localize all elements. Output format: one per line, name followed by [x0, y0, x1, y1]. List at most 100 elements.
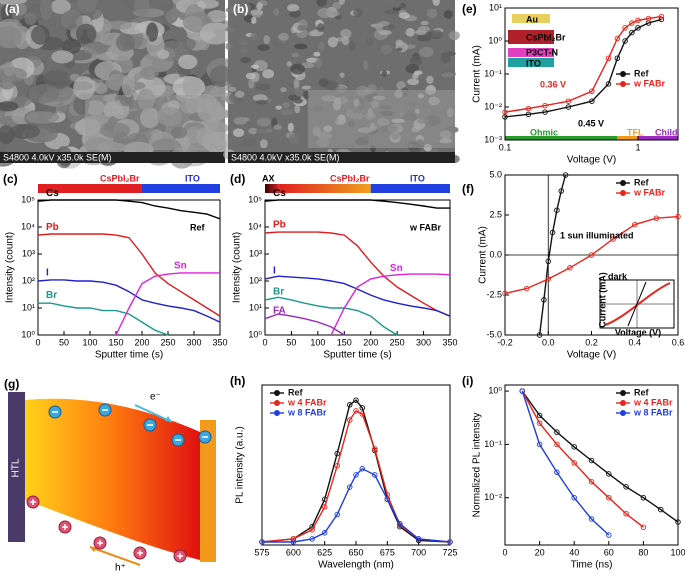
grain — [335, 37, 344, 42]
y-tick-label: 10¹ — [249, 302, 262, 312]
grain — [0, 4, 13, 22]
y-axis-label: Intensity (count) — [5, 232, 16, 303]
data-point — [675, 519, 681, 525]
device-layer — [508, 58, 554, 67]
data-point — [384, 496, 391, 503]
band — [25, 398, 200, 560]
annotation: 1 sun illuminated — [560, 230, 634, 240]
grain — [426, 75, 434, 84]
grain — [196, 0, 219, 9]
hole-arrow — [89, 546, 141, 566]
data-point — [519, 388, 526, 394]
grain — [289, 10, 301, 18]
data-point — [372, 446, 378, 452]
grain — [365, 37, 374, 47]
grain — [178, 54, 198, 70]
y-tick-label: 10¹ — [22, 302, 35, 312]
y-tick-label: 5.0 — [489, 169, 502, 179]
perovskite-bar — [278, 184, 371, 193]
data-point — [309, 536, 315, 542]
panel-label: (g) — [4, 377, 19, 391]
y-tick-label: 10² — [22, 275, 35, 285]
y-tick-label: -2.5 — [486, 289, 502, 299]
x-tick-label: 0.2 — [585, 337, 598, 347]
device-layer — [508, 48, 554, 57]
grain — [294, 86, 304, 97]
y-tick-label: 10¹ — [489, 2, 502, 12]
grain — [339, 72, 345, 78]
grain — [207, 10, 227, 23]
grain — [146, 22, 159, 42]
data-point — [554, 207, 560, 213]
series-line — [521, 390, 679, 523]
annotation: CsPbI₂Br — [330, 173, 370, 183]
grain — [317, 7, 333, 19]
arrow-head — [165, 416, 172, 422]
series-label: Br — [46, 290, 57, 301]
ax-layer-bar — [265, 184, 279, 193]
grain — [293, 78, 300, 90]
x-tick-label: 200 — [134, 337, 149, 347]
grain — [133, 0, 150, 18]
series-label: Cs — [46, 188, 59, 199]
grain — [275, 105, 283, 110]
series-line — [504, 15, 662, 113]
data-point — [605, 81, 612, 87]
annotation: Voltage (V) — [615, 327, 661, 337]
data-point — [359, 466, 366, 472]
data-point — [558, 188, 564, 194]
grain — [0, 25, 23, 49]
series-line — [261, 410, 451, 543]
x-tick-label: 625 — [317, 547, 332, 557]
series-line — [261, 399, 451, 543]
data-point — [536, 412, 543, 419]
annotation: CsPbI₂Br — [100, 173, 140, 183]
grain — [417, 35, 431, 42]
data-point — [565, 98, 572, 104]
data-point — [614, 35, 621, 42]
grain — [248, 79, 255, 89]
panel-label: (h) — [230, 374, 245, 388]
grain — [56, 102, 68, 114]
series-label: Br — [273, 287, 284, 298]
grain — [344, 79, 350, 87]
panel-label: (b) — [233, 2, 248, 16]
data-point — [571, 444, 577, 450]
grain — [182, 37, 196, 50]
series-label: FA — [273, 305, 286, 316]
y-tick-label: 10³ — [249, 248, 262, 258]
grain — [50, 0, 71, 14]
grain — [257, 44, 270, 51]
grain — [432, 18, 438, 25]
grain — [256, 117, 271, 127]
x-tick-label: -0.2 — [497, 337, 513, 347]
data-point — [614, 55, 621, 62]
data-point — [588, 516, 595, 522]
hole-label: h⁺ — [115, 563, 126, 574]
grain — [255, 128, 270, 134]
grain — [381, 69, 388, 77]
annotation: AX — [262, 173, 275, 183]
cross-section — [308, 90, 455, 148]
x-tick-label: 200 — [363, 337, 378, 347]
x-tick-label: 350 — [212, 337, 227, 347]
grain — [243, 117, 250, 122]
grain — [209, 65, 233, 88]
series-label: Pb — [46, 222, 59, 233]
grain — [243, 3, 251, 12]
data-point — [606, 471, 612, 477]
grain — [443, 9, 453, 19]
data-point — [334, 450, 340, 457]
y-tick-label: -5.0 — [486, 329, 502, 339]
grain — [290, 63, 305, 75]
data-point — [321, 504, 328, 510]
series-line — [521, 390, 644, 528]
x-tick-label: 0 — [262, 337, 267, 347]
grain — [255, 83, 271, 91]
y-tick-label: 0.0 — [489, 249, 502, 259]
htl-label: HTL — [11, 458, 22, 477]
x-tick-label: 0 — [502, 547, 507, 557]
data-point — [415, 536, 422, 542]
y-axis-label: Normalized PL intensity — [472, 413, 483, 518]
panel-label: (a) — [5, 2, 20, 16]
